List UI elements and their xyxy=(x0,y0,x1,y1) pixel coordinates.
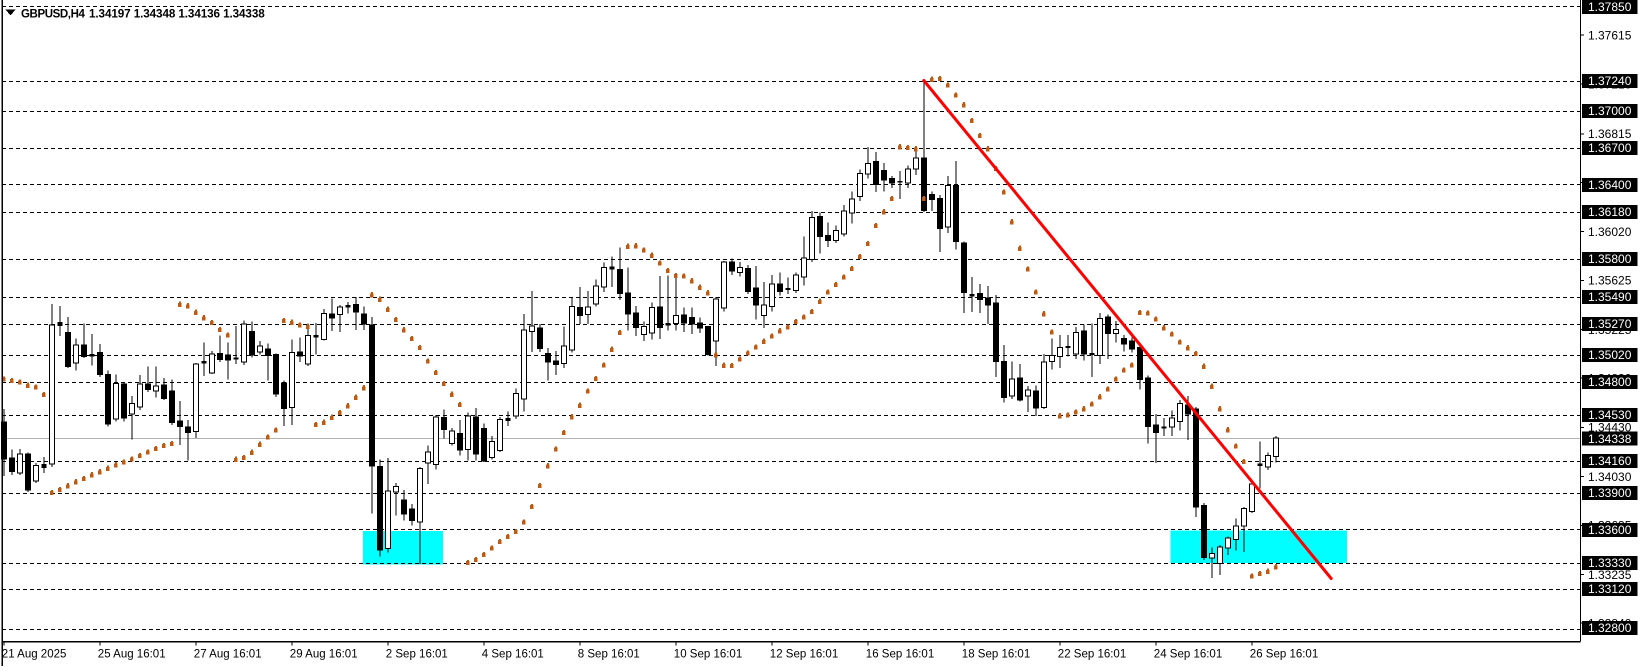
svg-text:1.34160: 1.34160 xyxy=(1588,454,1632,468)
svg-text:1.34800: 1.34800 xyxy=(1588,375,1632,389)
svg-text:24 Sep 16:01: 24 Sep 16:01 xyxy=(1154,649,1222,661)
svg-text:1.36180: 1.36180 xyxy=(1588,205,1632,219)
svg-text:1.34338: 1.34338 xyxy=(1588,432,1632,446)
svg-text:1.36020: 1.36020 xyxy=(1588,225,1632,239)
svg-text:1.34030: 1.34030 xyxy=(1588,470,1632,484)
svg-text:18 Sep 16:01: 18 Sep 16:01 xyxy=(962,649,1030,661)
svg-text:22 Sep 16:01: 22 Sep 16:01 xyxy=(1058,649,1126,661)
svg-text:GBPUSD,H4: GBPUSD,H4 xyxy=(21,9,86,21)
svg-text:12 Sep 16:01: 12 Sep 16:01 xyxy=(770,649,838,661)
svg-text:1.35270: 1.35270 xyxy=(1588,317,1632,331)
svg-text:16 Sep 16:01: 16 Sep 16:01 xyxy=(866,649,934,661)
svg-text:1.37615: 1.37615 xyxy=(1588,28,1632,42)
svg-text:25 Aug 16:01: 25 Aug 16:01 xyxy=(98,649,166,661)
svg-text:1.34197 1.34348 1.34136 1.3433: 1.34197 1.34348 1.34136 1.34338 xyxy=(89,8,265,21)
svg-text:1.36400: 1.36400 xyxy=(1588,178,1632,192)
svg-text:27 Aug 16:01: 27 Aug 16:01 xyxy=(194,649,262,661)
svg-text:1.34430: 1.34430 xyxy=(1588,421,1632,435)
svg-text:1.33235: 1.33235 xyxy=(1588,568,1632,582)
svg-text:1.35490: 1.35490 xyxy=(1588,290,1632,304)
svg-text:1.33330: 1.33330 xyxy=(1588,556,1632,570)
svg-text:1.35625: 1.35625 xyxy=(1588,274,1632,288)
svg-text:4 Sep 16:01: 4 Sep 16:01 xyxy=(482,649,544,661)
svg-text:1.36815: 1.36815 xyxy=(1588,127,1632,141)
svg-text:2 Sep 16:01: 2 Sep 16:01 xyxy=(386,649,448,661)
svg-text:21 Aug 2025: 21 Aug 2025 xyxy=(2,649,67,661)
svg-text:1.34530: 1.34530 xyxy=(1588,408,1632,422)
svg-text:29 Aug 16:01: 29 Aug 16:01 xyxy=(290,649,358,661)
svg-text:1.37850: 1.37850 xyxy=(1588,0,1632,14)
svg-text:26 Sep 16:01: 26 Sep 16:01 xyxy=(1250,649,1318,661)
svg-text:1.37000: 1.37000 xyxy=(1588,104,1632,118)
svg-text:1.35020: 1.35020 xyxy=(1588,348,1632,362)
svg-text:1.36700: 1.36700 xyxy=(1588,141,1632,155)
svg-text:1.35800: 1.35800 xyxy=(1588,252,1632,266)
svg-text:1.37240: 1.37240 xyxy=(1588,74,1632,88)
svg-text:10 Sep 16:01: 10 Sep 16:01 xyxy=(674,649,742,661)
svg-text:1.33600: 1.33600 xyxy=(1588,523,1632,537)
svg-text:8 Sep 16:01: 8 Sep 16:01 xyxy=(578,649,640,661)
svg-text:1.33900: 1.33900 xyxy=(1588,486,1632,500)
svg-text:1.32800: 1.32800 xyxy=(1588,621,1632,635)
svg-text:1.33120: 1.33120 xyxy=(1588,582,1632,596)
